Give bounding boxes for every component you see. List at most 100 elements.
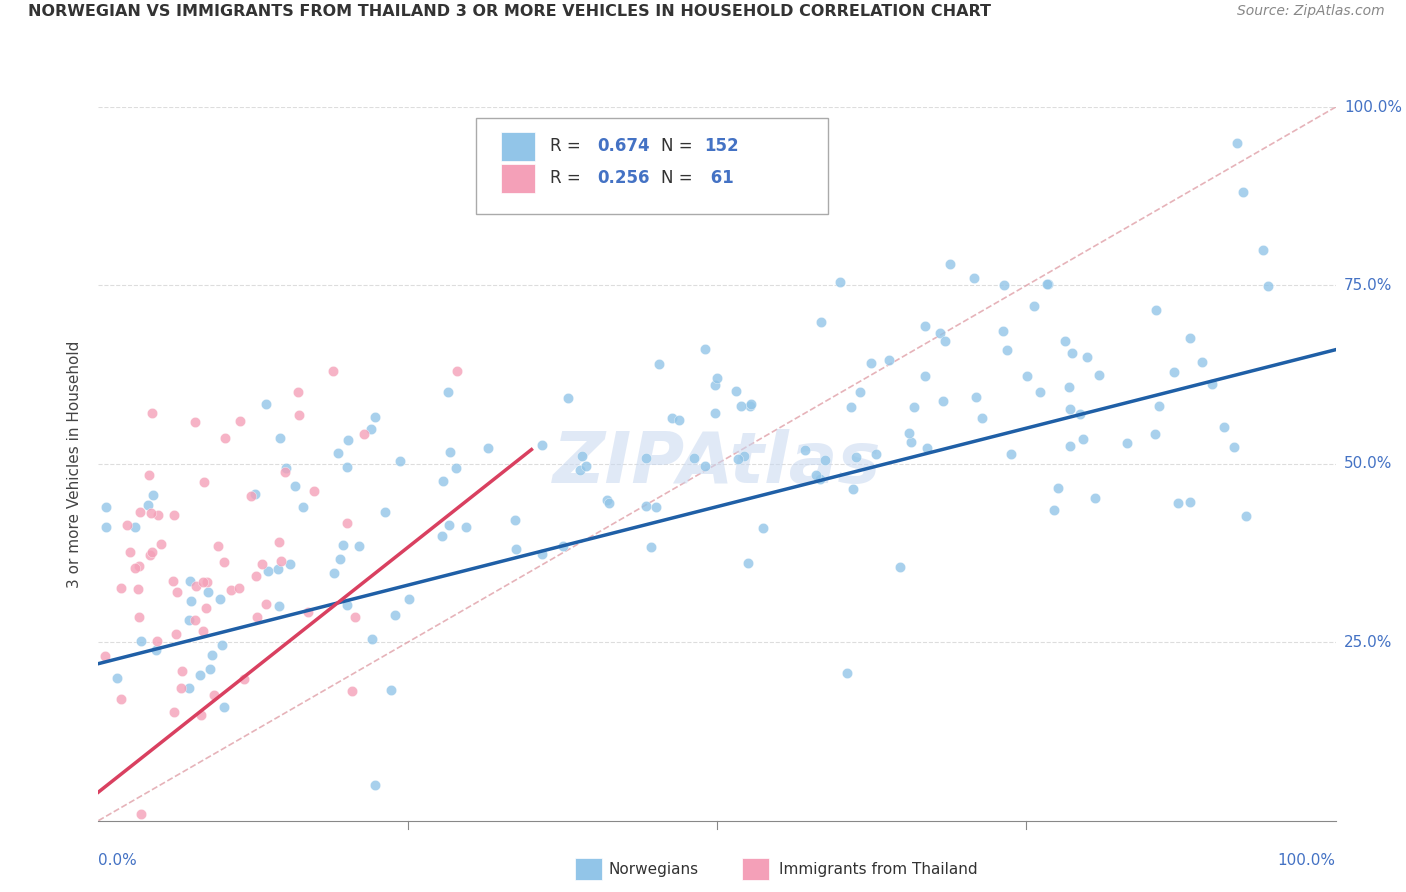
Point xyxy=(444,461,467,475)
Point xyxy=(243,487,266,501)
Point xyxy=(903,400,925,414)
Point xyxy=(530,438,553,452)
Text: ZIPAtlas: ZIPAtlas xyxy=(553,429,882,499)
Point xyxy=(932,394,955,409)
Point xyxy=(596,492,619,507)
Point xyxy=(270,554,292,568)
Point xyxy=(446,364,468,378)
Point xyxy=(208,592,231,607)
Point xyxy=(1223,440,1246,454)
Point xyxy=(194,601,217,615)
Point xyxy=(179,574,201,589)
Bar xyxy=(575,858,602,880)
Text: R =: R = xyxy=(550,137,586,155)
Point xyxy=(186,579,208,593)
Text: 0.674: 0.674 xyxy=(598,137,650,155)
Text: 100.0%: 100.0% xyxy=(1344,100,1402,114)
Text: 0.256: 0.256 xyxy=(598,169,650,187)
Point xyxy=(177,681,200,695)
Point xyxy=(177,613,200,627)
Point xyxy=(364,409,387,424)
Point xyxy=(110,582,132,596)
Text: 100.0%: 100.0% xyxy=(1278,853,1336,868)
Point xyxy=(267,534,290,549)
Point xyxy=(430,529,453,543)
Text: Norwegians: Norwegians xyxy=(609,862,699,877)
Point xyxy=(738,399,761,413)
Point xyxy=(124,561,146,575)
Point xyxy=(860,356,883,370)
Text: 152: 152 xyxy=(704,137,740,155)
Point xyxy=(914,369,936,384)
Point xyxy=(297,605,319,619)
Point xyxy=(1147,399,1170,413)
Point xyxy=(166,585,188,599)
Point xyxy=(191,624,214,639)
Point xyxy=(917,441,939,455)
Point xyxy=(1059,439,1081,453)
Point xyxy=(640,541,662,555)
Point xyxy=(250,558,273,572)
Point xyxy=(1046,481,1069,495)
Text: 50.0%: 50.0% xyxy=(1344,457,1392,471)
Point xyxy=(269,599,291,613)
Point xyxy=(929,326,952,340)
Point xyxy=(146,634,169,648)
Point xyxy=(1038,277,1060,292)
Point xyxy=(636,500,658,514)
Point xyxy=(193,475,215,489)
Point xyxy=(1201,377,1223,392)
Point xyxy=(724,384,747,398)
Point xyxy=(706,370,728,384)
Point xyxy=(814,452,837,467)
Point xyxy=(136,498,159,512)
Point xyxy=(634,450,657,465)
Point xyxy=(129,505,152,519)
Point xyxy=(228,414,250,428)
Point xyxy=(374,505,396,519)
Point xyxy=(963,270,986,285)
Point xyxy=(730,399,752,413)
Point xyxy=(877,352,900,367)
Point xyxy=(1251,243,1274,257)
Text: Immigrants from Thailand: Immigrants from Thailand xyxy=(779,862,977,877)
Point xyxy=(553,539,575,553)
Point xyxy=(598,496,620,510)
Point xyxy=(1076,350,1098,364)
Point xyxy=(1088,368,1111,382)
Bar xyxy=(501,164,536,193)
Point xyxy=(165,627,187,641)
Point xyxy=(965,390,987,404)
Text: NORWEGIAN VS IMMIGRANTS FROM THAILAND 3 OR MORE VEHICLES IN HOUSEHOLD CORRELATIO: NORWEGIAN VS IMMIGRANTS FROM THAILAND 3 … xyxy=(28,4,991,20)
Point xyxy=(343,609,366,624)
FancyBboxPatch shape xyxy=(475,118,828,214)
Point xyxy=(278,557,301,571)
Point xyxy=(96,500,118,514)
Point xyxy=(439,444,461,458)
Point xyxy=(505,542,527,557)
Point xyxy=(695,343,717,357)
Point xyxy=(329,552,352,566)
Point xyxy=(139,549,162,563)
Point xyxy=(170,681,193,696)
Point xyxy=(839,400,862,414)
Point xyxy=(323,566,346,581)
Point xyxy=(105,671,128,685)
Point xyxy=(183,415,205,429)
Point xyxy=(1017,369,1039,384)
Point xyxy=(115,518,138,533)
Point xyxy=(645,500,668,515)
Point xyxy=(219,583,242,598)
Point xyxy=(740,396,762,410)
Point xyxy=(1180,331,1202,345)
Point xyxy=(141,406,163,420)
Point xyxy=(1180,495,1202,509)
Point xyxy=(1071,433,1094,447)
Point xyxy=(454,520,477,534)
Point xyxy=(141,545,163,559)
Point xyxy=(828,276,851,290)
Point xyxy=(201,648,224,662)
Point xyxy=(211,638,233,652)
Point xyxy=(806,468,828,483)
Point xyxy=(835,665,858,680)
